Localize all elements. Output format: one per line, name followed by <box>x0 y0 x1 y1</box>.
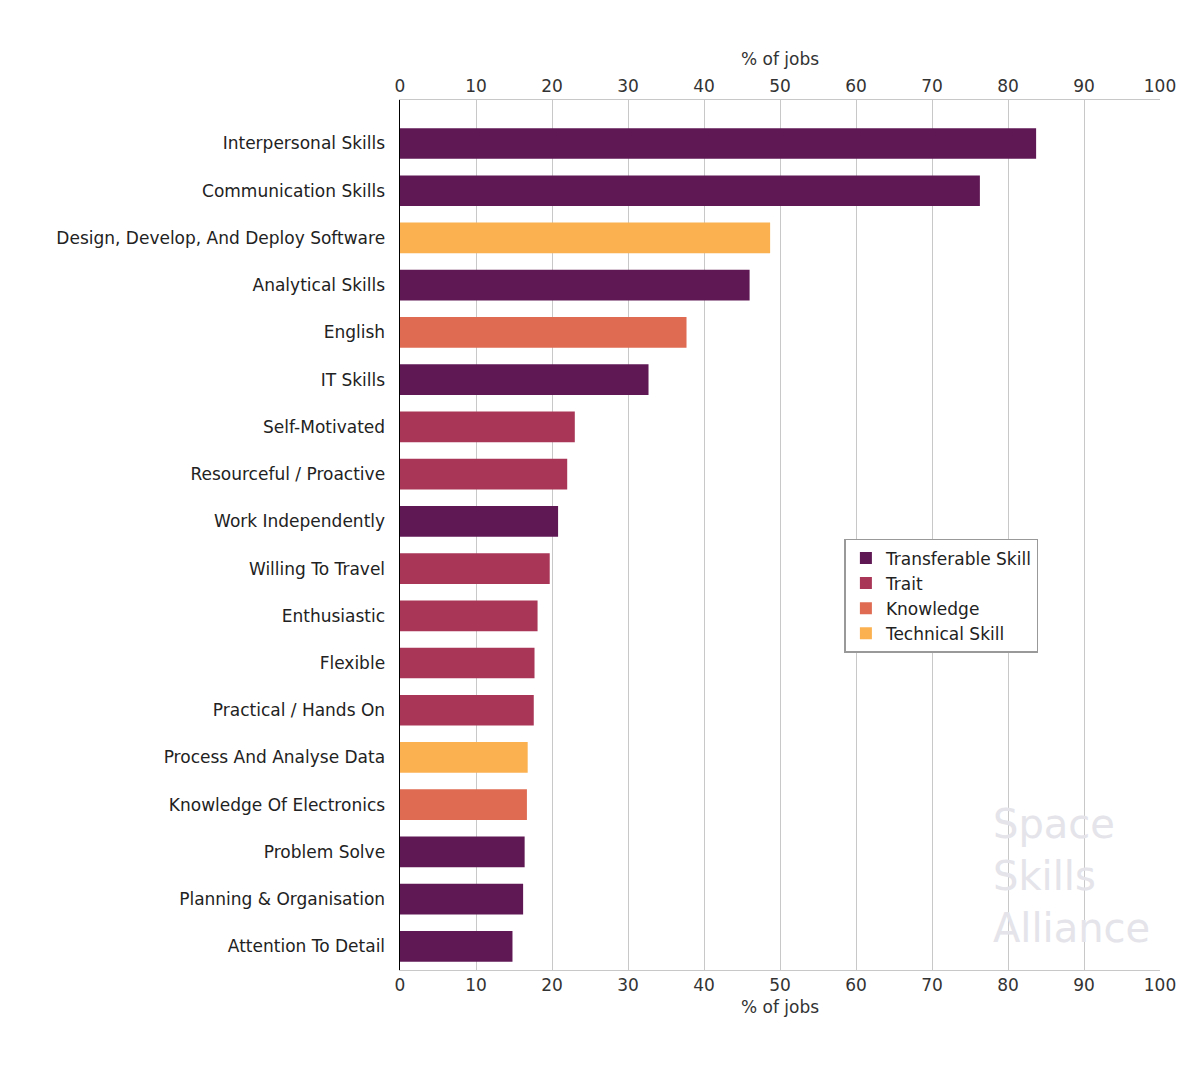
svg-text:Design, Develop, And Deploy So: Design, Develop, And Deploy Software <box>56 228 385 248</box>
svg-text:20: 20 <box>541 76 563 96</box>
svg-text:40: 40 <box>693 76 715 96</box>
svg-text:60: 60 <box>845 975 867 995</box>
svg-text:Communication Skills: Communication Skills <box>202 181 385 201</box>
svg-text:% of jobs: % of jobs <box>741 49 819 69</box>
svg-text:50: 50 <box>769 76 791 96</box>
svg-text:70: 70 <box>921 76 943 96</box>
svg-text:Flexible: Flexible <box>320 653 385 673</box>
svg-text:20: 20 <box>541 975 563 995</box>
svg-text:10: 10 <box>465 76 487 96</box>
svg-text:50: 50 <box>769 975 791 995</box>
svg-text:Interpersonal Skills: Interpersonal Skills <box>223 133 386 153</box>
svg-text:Process And Analyse Data: Process And Analyse Data <box>164 747 385 767</box>
svg-text:0: 0 <box>395 975 406 995</box>
svg-text:70: 70 <box>921 975 943 995</box>
svg-text:Knowledge Of Electronics: Knowledge Of Electronics <box>169 795 385 815</box>
svg-text:IT Skills: IT Skills <box>321 370 386 390</box>
svg-text:Attention To Detail: Attention To Detail <box>228 936 385 956</box>
svg-text:Practical / Hands On: Practical / Hands On <box>213 700 385 720</box>
svg-text:100: 100 <box>1144 76 1176 96</box>
svg-text:100: 100 <box>1144 975 1176 995</box>
svg-text:Work Independently: Work Independently <box>214 511 385 531</box>
svg-text:Analytical Skills: Analytical Skills <box>253 275 386 295</box>
svg-text:Transferable Skill: Transferable Skill <box>885 549 1031 569</box>
svg-text:Willing To Travel: Willing To Travel <box>249 559 385 579</box>
svg-text:Trait: Trait <box>885 574 923 594</box>
svg-text:10: 10 <box>465 975 487 995</box>
svg-text:Self-Motivated: Self-Motivated <box>263 417 385 437</box>
svg-text:40: 40 <box>693 975 715 995</box>
svg-text:Problem Solve: Problem Solve <box>264 842 385 862</box>
svg-text:30: 30 <box>617 76 639 96</box>
svg-text:60: 60 <box>845 76 867 96</box>
svg-text:Technical Skill: Technical Skill <box>885 624 1004 644</box>
svg-text:0: 0 <box>395 76 406 96</box>
svg-text:Knowledge: Knowledge <box>886 599 979 619</box>
svg-text:90: 90 <box>1073 975 1095 995</box>
svg-text:80: 80 <box>997 76 1019 96</box>
svg-text:Planning & Organisation: Planning & Organisation <box>179 889 385 909</box>
svg-text:80: 80 <box>997 975 1019 995</box>
svg-text:90: 90 <box>1073 76 1095 96</box>
svg-text:English: English <box>324 322 385 342</box>
svg-text:Resourceful / Proactive: Resourceful / Proactive <box>190 464 385 484</box>
svg-text:SpaceSkillsAlliance: SpaceSkillsAlliance <box>993 801 1150 951</box>
svg-text:30: 30 <box>617 975 639 995</box>
svg-text:% of jobs: % of jobs <box>741 997 819 1017</box>
svg-text:Enthusiastic: Enthusiastic <box>282 606 385 626</box>
